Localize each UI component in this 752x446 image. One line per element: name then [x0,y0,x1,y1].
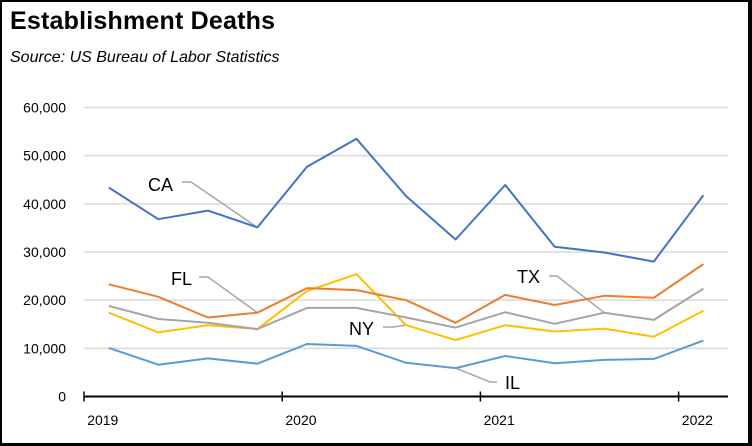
series-line-ca [108,137,705,263]
leader-line-il [455,367,497,383]
series-label-fl: FL [171,269,192,289]
series-line-il [108,339,704,370]
x-tick-label: 2019 [87,412,118,428]
gridlines [84,106,728,350]
series-labels: CA FL TX NY IL [148,175,540,393]
y-tick-label: 30,000 [23,244,66,260]
series-label-ca: CA [148,175,173,195]
chart-subtitle: Source: US Bureau of Labor Statistics [10,49,280,66]
label-leader-lines [182,181,605,383]
x-tick-label: 2020 [285,412,316,428]
y-tick-label: 40,000 [23,196,66,212]
series-line-ny [108,273,704,342]
leader-line-ca [182,181,258,229]
chart-title: Establishment Deaths [10,7,276,35]
y-tick-label: 60,000 [23,100,66,116]
series-line-fl [108,263,704,324]
series-lines [108,137,705,370]
y-tick-label: 20,000 [23,292,66,308]
x-tick-label: 2021 [484,412,515,428]
y-tick-label: 50,000 [23,148,66,164]
series-label-tx: TX [517,267,540,287]
y-axis-tick-labels: 0 10,000 20,000 30,000 40,000 50,000 60,000 [23,100,66,405]
y-tick-label: 0 [58,389,66,405]
leader-line-fl [199,276,258,314]
y-tick-label: 10,000 [23,340,66,356]
x-axis: 2019 2020 2021 2022 [83,391,728,428]
leader-line-ny [383,324,407,328]
series-line-tx [108,287,704,331]
x-tick-label: 2022 [682,412,713,428]
series-label-il: IL [505,373,520,393]
series-label-ny: NY [349,319,374,339]
leader-line-tx [549,275,605,314]
